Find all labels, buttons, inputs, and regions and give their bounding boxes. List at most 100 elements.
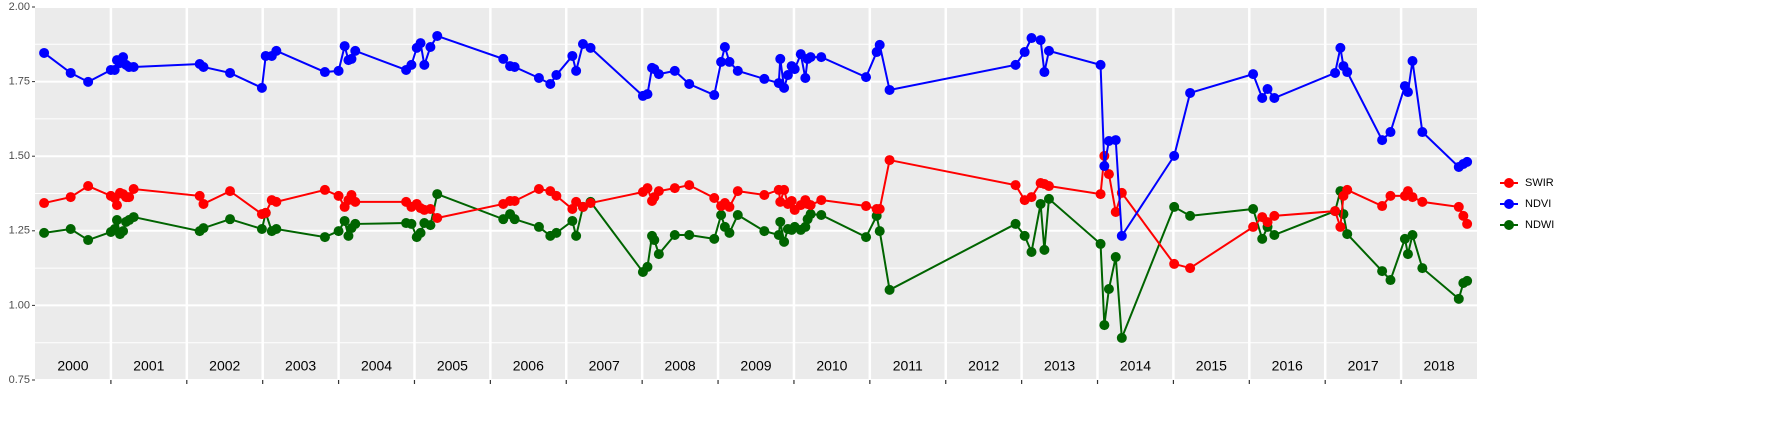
data-point [271, 196, 282, 207]
data-point [577, 39, 588, 50]
year-label: 2012 [968, 358, 999, 374]
data-point [759, 189, 770, 200]
data-point [1110, 252, 1121, 263]
data-point [669, 229, 680, 240]
data-point [339, 215, 350, 226]
y-tick-label: 1.00 [9, 299, 30, 311]
data-point [533, 73, 544, 84]
year-label: 2018 [1423, 358, 1454, 374]
year-label: 2011 [893, 358, 923, 374]
data-point [1248, 69, 1259, 80]
data-point [406, 218, 417, 229]
data-point [1010, 218, 1021, 229]
data-point [319, 184, 330, 195]
data-point [1026, 246, 1037, 257]
data-point [194, 190, 205, 201]
data-point [773, 229, 784, 240]
data-point [65, 192, 76, 203]
data-point [1402, 249, 1413, 260]
data-point [716, 209, 727, 220]
data-point [775, 216, 786, 227]
data-point [256, 82, 267, 93]
data-point [779, 184, 790, 195]
data-point [1335, 42, 1346, 53]
data-point [128, 61, 139, 72]
data-point [1417, 127, 1428, 138]
data-point [1169, 150, 1180, 161]
data-point [1458, 210, 1469, 221]
data-point [498, 53, 509, 64]
data-point [1462, 156, 1473, 167]
data-point [709, 90, 720, 101]
data-point [256, 224, 267, 235]
data-point [198, 198, 209, 209]
year-label: 2016 [1272, 358, 1303, 374]
data-point [1169, 258, 1180, 269]
data-point [1385, 275, 1396, 286]
data-point [545, 78, 556, 89]
year-label: 2014 [1120, 358, 1151, 374]
data-point [1248, 221, 1259, 232]
year-label: 2000 [57, 358, 88, 374]
year-label: 2004 [361, 358, 392, 374]
data-point [571, 230, 582, 241]
data-point [653, 186, 664, 197]
data-point [1407, 229, 1418, 240]
data-point [1257, 233, 1268, 244]
year-label: 2015 [1196, 358, 1227, 374]
data-point [346, 53, 357, 64]
data-point [1039, 67, 1050, 78]
data-point [759, 226, 770, 237]
data-point [1342, 67, 1353, 78]
data-point [716, 56, 727, 67]
data-point [509, 214, 520, 225]
data-point [1262, 217, 1273, 228]
data-point [509, 61, 520, 72]
data-point [1095, 238, 1106, 249]
data-point [1043, 193, 1054, 204]
data-point [498, 214, 509, 225]
data-point [1035, 198, 1046, 209]
year-label: 2003 [285, 358, 316, 374]
legend-label: SWIR [1525, 177, 1554, 189]
data-point [1330, 206, 1341, 217]
data-point [425, 220, 436, 231]
data-point [1269, 93, 1280, 104]
data-point [425, 204, 436, 215]
data-point [1269, 210, 1280, 221]
data-point [642, 261, 653, 272]
data-point [432, 30, 443, 41]
data-point [319, 232, 330, 243]
data-point [415, 227, 426, 238]
legend-marker [1504, 178, 1514, 188]
data-point [425, 41, 436, 52]
legend-label: NDWI [1525, 219, 1554, 231]
data-point [1103, 283, 1114, 294]
data-point [709, 192, 720, 203]
data-point [1248, 204, 1259, 215]
data-point [1026, 192, 1037, 203]
data-point [800, 221, 811, 232]
data-point [111, 200, 122, 211]
data-point [669, 183, 680, 194]
data-point [684, 78, 695, 89]
data-point [109, 64, 120, 75]
data-point [1099, 320, 1110, 331]
data-point [319, 67, 330, 78]
data-point [83, 235, 94, 246]
data-point [128, 184, 139, 195]
data-point [198, 223, 209, 234]
data-point [649, 235, 660, 246]
data-point [533, 184, 544, 195]
data-point [83, 76, 94, 87]
data-point [1402, 87, 1413, 98]
data-point [118, 52, 129, 63]
data-point [1095, 59, 1106, 70]
data-point [805, 52, 816, 63]
data-point [225, 214, 236, 225]
data-point [551, 190, 562, 201]
data-point [124, 192, 135, 203]
data-point [1026, 33, 1037, 44]
data-point [571, 196, 582, 207]
data-point [350, 45, 361, 56]
